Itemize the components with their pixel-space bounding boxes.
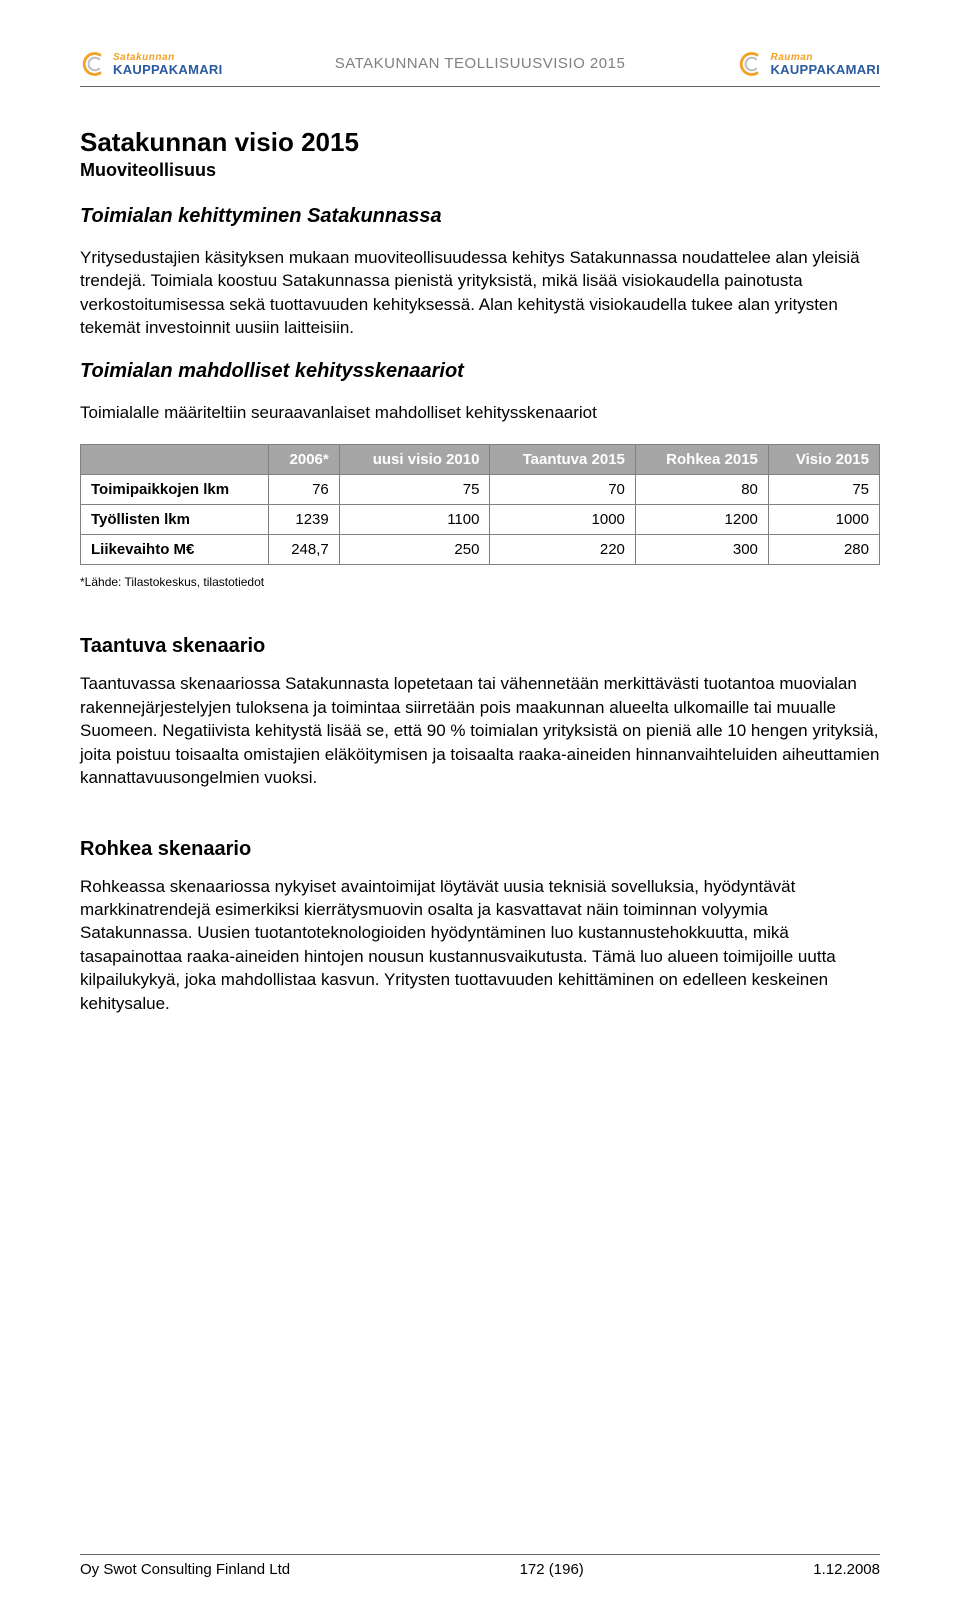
logo-c-icon	[737, 50, 765, 78]
table-footnote: *Lähde: Tilastokeskus, tilastotiedot	[80, 575, 880, 589]
table-header: Taantuva 2015	[490, 445, 635, 475]
table-header: Rohkea 2015	[635, 445, 768, 475]
table-cell: 1239	[268, 505, 339, 535]
table-cell: Toimipaikkojen lkm	[81, 475, 269, 505]
section2-heading: Toimialan mahdolliset kehitysskenaariot	[80, 360, 880, 383]
logo-left: Satakunnan KAUPPAKAMARI	[80, 50, 223, 78]
logo-right: Rauman KAUPPAKAMARI	[737, 50, 880, 78]
page-header: Satakunnan KAUPPAKAMARI SATAKUNNAN TEOLL…	[80, 50, 880, 87]
table-cell: 248,7	[268, 535, 339, 565]
footer-right: 1.12.2008	[813, 1561, 880, 1578]
table-cell: 1200	[635, 505, 768, 535]
table-cell: 250	[339, 535, 490, 565]
page-footer: Oy Swot Consulting Finland Ltd 172 (196)…	[80, 1554, 880, 1578]
footer-left: Oy Swot Consulting Finland Ltd	[80, 1561, 290, 1578]
page-subtitle: Muoviteollisuus	[80, 160, 880, 181]
table-row: Liikevaihto M€ 248,7 250 220 300 280	[81, 535, 880, 565]
section1-body: Yritysedustajien käsityksen mukaan muovi…	[80, 246, 880, 340]
logo-right-bottom: KAUPPAKAMARI	[770, 63, 880, 76]
table-cell: 1100	[339, 505, 490, 535]
section4-body: Rohkeassa skenaariossa nykyiset avaintoi…	[80, 875, 880, 1016]
scenario-table: 2006* uusi visio 2010 Taantuva 2015 Rohk…	[80, 444, 880, 565]
table-header	[81, 445, 269, 475]
table-cell: 280	[768, 535, 879, 565]
table-header: uusi visio 2010	[339, 445, 490, 475]
footer-center: 172 (196)	[520, 1561, 584, 1578]
table-header-row: 2006* uusi visio 2010 Taantuva 2015 Rohk…	[81, 445, 880, 475]
table-cell: 300	[635, 535, 768, 565]
logo-left-top: Satakunnan	[113, 53, 223, 63]
table-cell: Työllisten lkm	[81, 505, 269, 535]
section2-intro: Toimialalle määriteltiin seuraavanlaiset…	[80, 401, 880, 424]
table-cell: 70	[490, 475, 635, 505]
logo-left-bottom: KAUPPAKAMARI	[113, 63, 223, 76]
table-header: Visio 2015	[768, 445, 879, 475]
table-row: Toimipaikkojen lkm 76 75 70 80 75	[81, 475, 880, 505]
table-cell: 1000	[490, 505, 635, 535]
table-cell: 75	[768, 475, 879, 505]
section4-heading: Rohkea skenaario	[80, 838, 880, 861]
table-cell: 75	[339, 475, 490, 505]
table-cell: 220	[490, 535, 635, 565]
table-header: 2006*	[268, 445, 339, 475]
table-cell: 76	[268, 475, 339, 505]
header-title: SATAKUNNAN TEOLLISUUSVISIO 2015	[223, 55, 738, 78]
logo-c-icon	[80, 50, 108, 78]
section3-body: Taantuvassa skenaariossa Satakunnasta lo…	[80, 672, 880, 789]
section1-heading: Toimialan kehittyminen Satakunnassa	[80, 205, 880, 228]
section3-heading: Taantuva skenaario	[80, 635, 880, 658]
logo-right-top: Rauman	[770, 53, 880, 63]
table-cell: 1000	[768, 505, 879, 535]
table-cell: Liikevaihto M€	[81, 535, 269, 565]
table-cell: 80	[635, 475, 768, 505]
page-title: Satakunnan visio 2015	[80, 127, 880, 158]
table-row: Työllisten lkm 1239 1100 1000 1200 1000	[81, 505, 880, 535]
